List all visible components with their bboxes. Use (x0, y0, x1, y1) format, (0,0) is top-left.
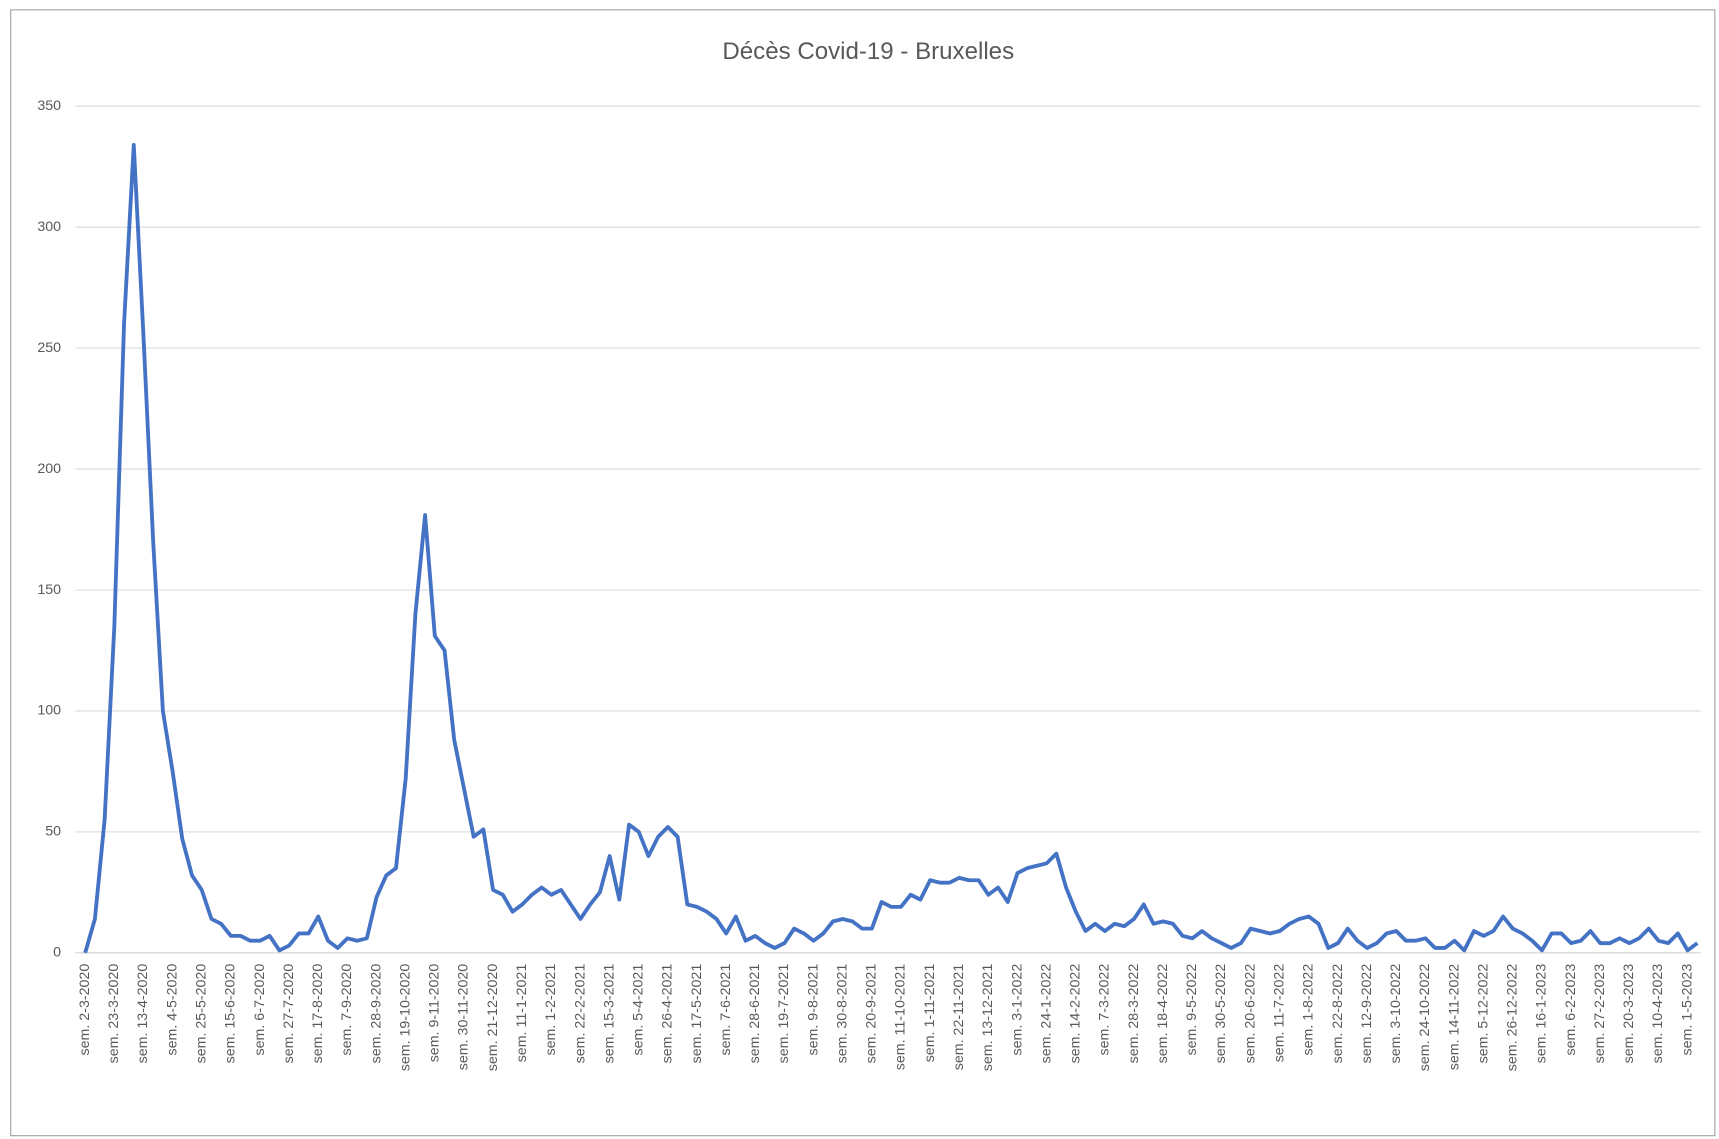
x-tick-label: sem. 28-3-2022 (1126, 964, 1142, 1064)
chart-title: Décès Covid-19 - Bruxelles (722, 38, 1014, 65)
x-tick-label: sem. 4-5-2020 (164, 964, 180, 1056)
x-tick-label: sem. 30-8-2021 (834, 964, 850, 1064)
x-tick-label: sem. 5-4-2021 (631, 964, 647, 1056)
y-tick-label: 100 (37, 703, 61, 719)
x-tick-label: sem. 13-4-2020 (135, 964, 151, 1064)
x-tick-label: sem. 9-8-2021 (805, 964, 821, 1056)
x-tick-label: sem. 24-10-2022 (1417, 964, 1433, 1072)
x-tick-label: sem. 21-12-2020 (485, 964, 501, 1072)
x-tick-label: sem. 7-3-2022 (1097, 964, 1113, 1056)
x-tick-label: sem. 23-3-2020 (106, 964, 122, 1064)
y-tick-label: 150 (37, 582, 61, 598)
x-tick-label: sem. 3-1-2022 (1009, 964, 1025, 1056)
x-tick-label: sem. 1-8-2022 (1301, 964, 1317, 1056)
y-tick-label: 200 (37, 461, 61, 477)
x-tick-label: sem. 17-8-2020 (310, 964, 326, 1064)
x-tick-label: sem. 9-5-2022 (1184, 964, 1200, 1056)
data-line (83, 143, 1699, 954)
x-tick-label: sem. 11-10-2021 (893, 964, 909, 1071)
x-tick-label: sem. 17-5-2021 (689, 964, 705, 1064)
x-tick-label: sem. 20-6-2022 (1242, 964, 1258, 1064)
x-tick-label: sem. 28-6-2021 (747, 964, 763, 1064)
x-tick-label: sem. 11-1-2021 (514, 964, 530, 1063)
y-tick-label: 50 (45, 824, 61, 840)
x-tick-label: sem. 15-3-2021 (601, 964, 617, 1064)
x-tick-label: sem. 26-12-2022 (1505, 964, 1521, 1072)
x-tick-label: sem. 6-2-2023 (1563, 964, 1579, 1056)
x-tick-label: sem. 10-4-2023 (1650, 964, 1666, 1064)
x-tick-label: sem. 2-3-2020 (77, 964, 93, 1056)
x-tick-label: sem. 3-10-2022 (1388, 964, 1404, 1064)
x-tick-label: sem. 19-10-2020 (397, 964, 413, 1072)
x-tick-label: sem. 30-5-2022 (1213, 964, 1229, 1064)
x-tick-label: sem. 27-7-2020 (281, 964, 297, 1064)
x-tick-label: sem. 14-11-2022 (1446, 964, 1462, 1071)
x-tick-label: sem. 15-6-2020 (223, 964, 239, 1064)
x-tick-label: sem. 7-6-2021 (718, 964, 734, 1056)
x-tick-label: sem. 1-5-2023 (1679, 964, 1695, 1056)
y-tick-label: 300 (37, 219, 61, 235)
x-tick-label: sem. 27-2-2023 (1592, 964, 1608, 1064)
x-tick-label: sem. 26-4-2021 (660, 964, 676, 1064)
x-tick-label: sem. 14-2-2022 (1068, 964, 1084, 1064)
x-tick-label: sem. 11-7-2022 (1271, 964, 1287, 1063)
x-tick-label: sem. 20-9-2021 (864, 964, 880, 1064)
x-tick-label: sem. 22-8-2022 (1330, 964, 1346, 1064)
x-tick-label: sem. 18-4-2022 (1155, 964, 1171, 1064)
x-tick-label: sem. 13-12-2021 (980, 964, 996, 1072)
x-tick-label: sem. 9-11-2020 (427, 964, 443, 1063)
x-tick-label: sem. 1-2-2021 (543, 964, 559, 1056)
x-tick-label: sem. 22-11-2021 (951, 964, 967, 1071)
x-tick-label: sem. 1-11-2021 (922, 964, 938, 1063)
x-tick-label: sem. 20-3-2023 (1621, 964, 1637, 1064)
x-tick-label: sem. 16-1-2023 (1534, 964, 1550, 1064)
y-tick-label: 250 (37, 340, 61, 356)
x-tick-label: sem. 5-12-2022 (1475, 964, 1491, 1064)
x-tick-label: sem. 12-9-2022 (1359, 964, 1375, 1064)
x-tick-label: sem. 25-5-2020 (194, 964, 210, 1064)
x-tick-label: sem. 30-11-2020 (456, 964, 472, 1071)
x-tick-label: sem. 19-7-2021 (776, 964, 792, 1064)
chart-frame (10, 9, 1716, 1137)
x-tick-label: sem. 6-7-2020 (252, 964, 268, 1056)
y-tick-label: 350 (37, 98, 61, 114)
x-tick-label: sem. 28-9-2020 (368, 964, 384, 1064)
x-tick-label: sem. 24-1-2022 (1038, 964, 1054, 1064)
x-tick-label: sem. 7-9-2020 (339, 964, 355, 1056)
x-tick-label: sem. 22-2-2021 (572, 964, 588, 1064)
y-tick-label: 0 (53, 945, 61, 961)
